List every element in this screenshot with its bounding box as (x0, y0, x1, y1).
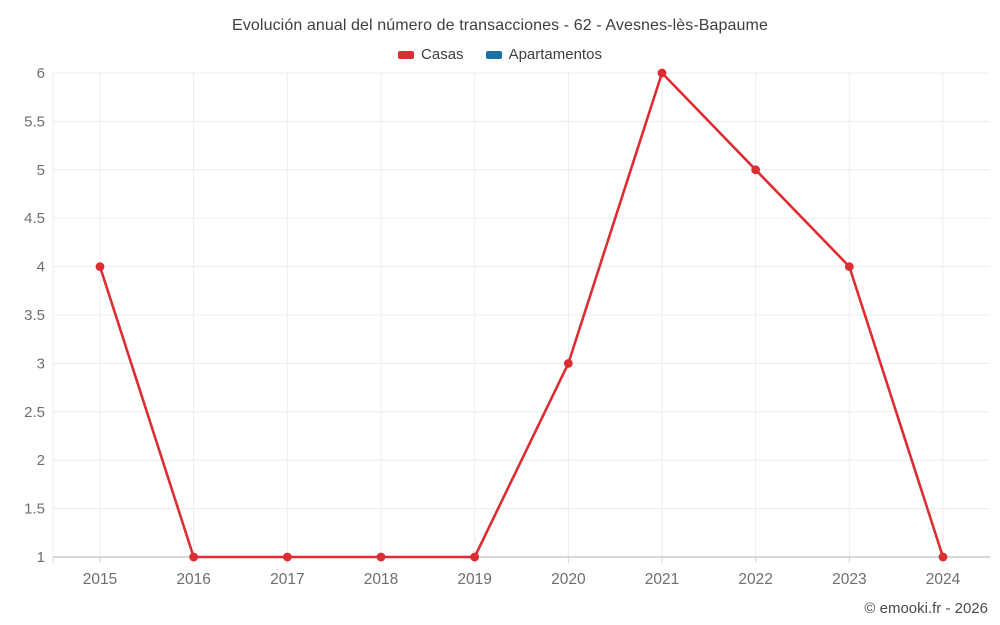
data-point (376, 552, 386, 562)
legend-label-apartamentos: Apartamentos (508, 46, 602, 63)
x-tick-label: 2020 (551, 571, 586, 588)
data-point (282, 552, 292, 562)
x-tick-label: 2022 (738, 571, 772, 588)
copyright: © emooki.fr - 2026 (864, 600, 988, 617)
y-tick-label: 1 (37, 549, 45, 566)
legend-item-apartamentos[interactable]: Apartamentos (485, 46, 602, 63)
y-tick-label: 6 (37, 65, 45, 82)
y-tick-label: 4.5 (24, 210, 45, 227)
y-tick-label: 3 (37, 355, 45, 372)
data-point (563, 359, 573, 368)
data-point (189, 552, 199, 562)
casas-swatch-icon (398, 50, 415, 59)
x-tick-label: 2015 (83, 571, 117, 588)
legend-label-casas: Casas (421, 46, 464, 63)
x-tick-label: 2019 (457, 571, 491, 588)
x-tick-label: 2021 (645, 571, 679, 588)
data-point (470, 552, 480, 562)
data-point (95, 262, 105, 271)
x-tick-label: 2016 (176, 571, 210, 588)
chart-title: Evolución anual del número de transaccio… (232, 17, 768, 34)
legend: Casas Apartamentos (0, 46, 1000, 63)
data-point (844, 262, 854, 271)
y-tick-label: 2.5 (24, 404, 45, 421)
x-tick-label: 2018 (364, 571, 398, 588)
y-tick-label: 5 (37, 162, 45, 179)
y-tick-label: 2 (37, 452, 45, 469)
x-tick-label: 2017 (270, 571, 304, 588)
y-tick-label: 5.5 (24, 113, 45, 130)
data-point (751, 165, 761, 175)
apartamentos-swatch-icon (485, 50, 502, 59)
data-point (657, 68, 667, 78)
y-tick-label: 4 (37, 259, 45, 276)
x-tick-label: 2023 (832, 571, 866, 588)
series-line-casas (98, 71, 945, 559)
y-tick-label: 1.5 (24, 501, 45, 518)
x-tick-label: 2024 (926, 571, 961, 588)
data-point (938, 552, 948, 562)
legend-item-casas[interactable]: Casas (398, 46, 464, 63)
y-tick-label: 3.5 (24, 307, 45, 324)
